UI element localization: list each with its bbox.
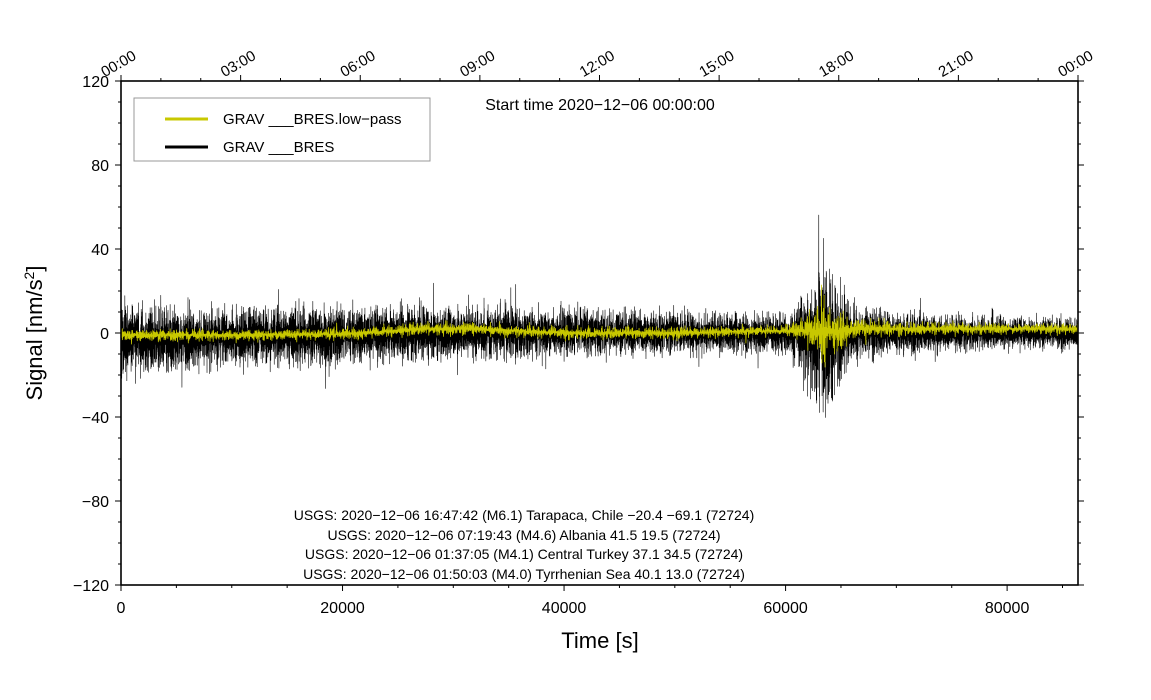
x-tick-label: 0 bbox=[117, 600, 126, 617]
x-tick-label: 60000 bbox=[763, 600, 808, 617]
y-axis-label-tail: ] bbox=[22, 266, 47, 272]
y-tick-label: −40 bbox=[82, 410, 109, 427]
event-annotation: USGS: 2020−12−06 01:50:03 (M4.0) Tyrrhen… bbox=[303, 566, 745, 582]
x-tick-label: 80000 bbox=[985, 600, 1030, 617]
top-tick-label: 06:00 bbox=[337, 47, 378, 80]
event-annotations: USGS: 2020−12−06 16:47:42 (M6.1) Tarapac… bbox=[294, 507, 755, 582]
x-axis-label: Time [s] bbox=[561, 628, 638, 653]
top-tick-label: 21:00 bbox=[936, 47, 977, 80]
top-tick-label: 15:00 bbox=[696, 47, 737, 80]
start-time-label: Start time 2020−12−06 00:00:00 bbox=[485, 97, 715, 114]
top-tick-label: 09:00 bbox=[457, 47, 498, 80]
legend: GRAV ___BRES.low−pass GRAV ___BRES bbox=[133, 97, 431, 162]
top-tick-label: 18:00 bbox=[816, 47, 857, 80]
y-tick-label: 80 bbox=[91, 158, 109, 175]
signal-trace bbox=[120, 214, 1079, 418]
top-tick-label: 00:00 bbox=[98, 47, 139, 80]
legend-label-lowpass: GRAV ___BRES.low−pass bbox=[223, 111, 402, 128]
signal-trace bbox=[120, 284, 1079, 368]
series-lowpass-signal bbox=[120, 284, 1079, 368]
y-axis-label: Signal [nm/s2] bbox=[21, 266, 47, 401]
y-tick-label: −80 bbox=[82, 494, 109, 511]
event-annotation: USGS: 2020−12−06 01:37:05 (M4.1) Central… bbox=[305, 546, 743, 562]
x-axis: 0 20000 40000 60000 80000 bbox=[117, 585, 1063, 617]
event-annotation: USGS: 2020−12−06 07:19:43 (M4.6) Albania… bbox=[327, 527, 720, 543]
x-tick-label: 20000 bbox=[320, 600, 365, 617]
legend-box bbox=[133, 97, 431, 162]
top-tick-label: 00:00 bbox=[1055, 47, 1096, 80]
legend-label-raw: GRAV ___BRES bbox=[223, 139, 334, 156]
y-tick-label: 0 bbox=[100, 326, 109, 343]
x-tick-label: 40000 bbox=[542, 600, 587, 617]
y-tick-label: 120 bbox=[82, 74, 109, 91]
y-axis: −120 −80 −40 0 40 80 120 bbox=[73, 74, 1084, 595]
top-tick-label: 03:00 bbox=[218, 47, 259, 80]
event-annotation: USGS: 2020−12−06 16:47:42 (M6.1) Tarapac… bbox=[294, 507, 755, 523]
y-tick-label: −120 bbox=[73, 578, 109, 595]
series-raw-signal bbox=[120, 214, 1079, 418]
top-time-axis: 00:00 03:00 06:00 09:00 12:00 15:00 18:00 21:00… bbox=[98, 47, 1096, 81]
y-axis-label-superscript: 2 bbox=[21, 271, 37, 279]
y-tick-label: 40 bbox=[91, 242, 109, 259]
top-tick-label: 12:00 bbox=[577, 47, 618, 80]
y-axis-label-main: Signal [nm/s bbox=[22, 279, 47, 400]
